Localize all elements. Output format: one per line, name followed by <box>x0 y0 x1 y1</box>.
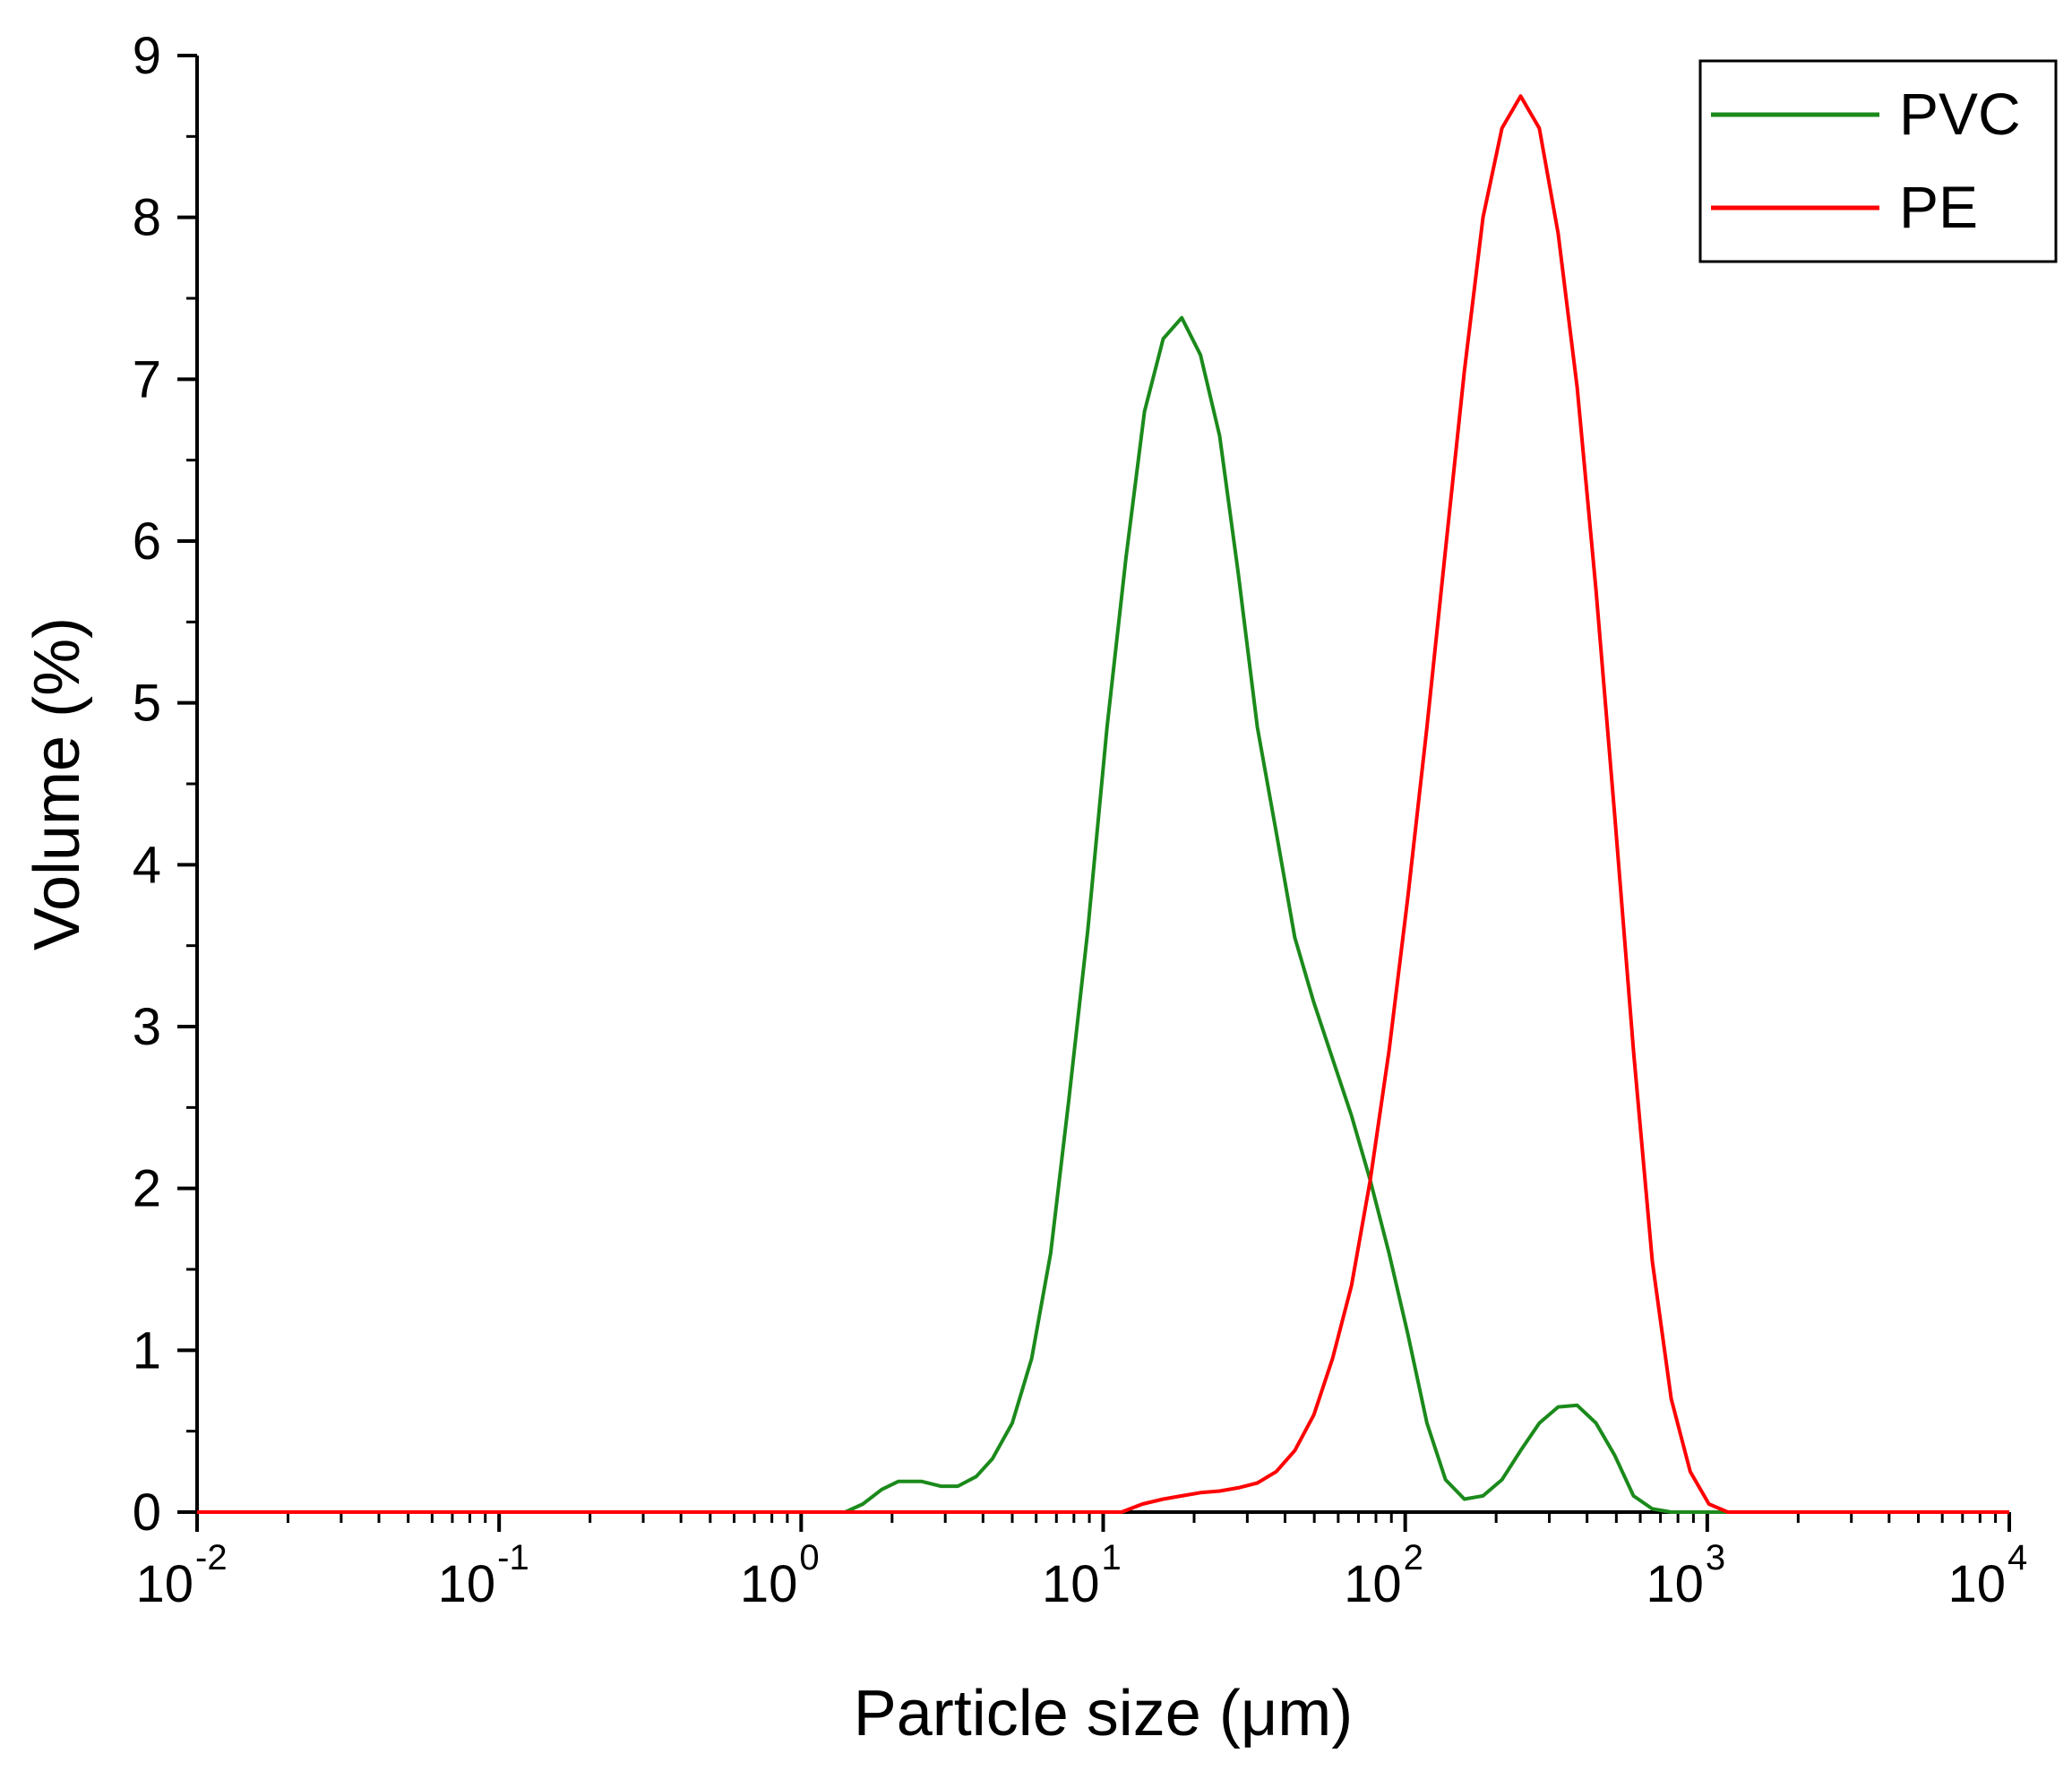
y-tick-label: 0 <box>133 1483 161 1542</box>
y-tick-label: 4 <box>133 836 161 894</box>
legend-box <box>1698 59 2058 263</box>
y-tick-label: 5 <box>133 675 161 733</box>
legend: PVC PE <box>1698 59 2058 263</box>
x-tick-exponent: -1 <box>497 1538 529 1577</box>
series-line-pvc <box>197 315 2009 1514</box>
x-tick-base: 10 <box>1947 1555 2006 1613</box>
y-tick-label: 2 <box>133 1160 161 1218</box>
x-tick-exponent: 1 <box>1102 1538 1122 1577</box>
axis-labels: Particle size (μm) Volume (%) <box>21 617 1353 1749</box>
x-tick-base: 10 <box>438 1555 496 1613</box>
x-tick-base: 10 <box>1042 1555 1100 1613</box>
y-tick-label: 7 <box>133 350 161 408</box>
y-tick-label: 8 <box>133 189 161 247</box>
x-tick-base: 10 <box>135 1555 193 1613</box>
x-tick-exponent: 0 <box>799 1538 819 1577</box>
x-tick-base: 10 <box>1344 1555 1402 1613</box>
series-layer <box>197 94 2009 1514</box>
y-tick-label: 9 <box>133 27 161 85</box>
x-tick-exponent: -2 <box>195 1538 228 1577</box>
legend-label-pvc: PVC <box>1899 81 2021 147</box>
y-tick-label: 3 <box>133 998 161 1056</box>
legend-label-pe: PE <box>1899 174 1978 240</box>
series-line-pe <box>197 94 2009 1514</box>
y-tick-label: 1 <box>133 1321 161 1380</box>
y-tick-label: 6 <box>133 512 161 571</box>
x-tick-exponent: 4 <box>2008 1538 2027 1577</box>
x-tick-exponent: 3 <box>1706 1538 1725 1577</box>
x-tick-base: 10 <box>740 1555 798 1613</box>
y-axis-title: Volume (%) <box>21 617 93 950</box>
x-axis-title: Particle size (μm) <box>854 1678 1354 1749</box>
x-tick-exponent: 2 <box>1404 1538 1423 1577</box>
x-tick-base: 10 <box>1646 1555 1704 1613</box>
